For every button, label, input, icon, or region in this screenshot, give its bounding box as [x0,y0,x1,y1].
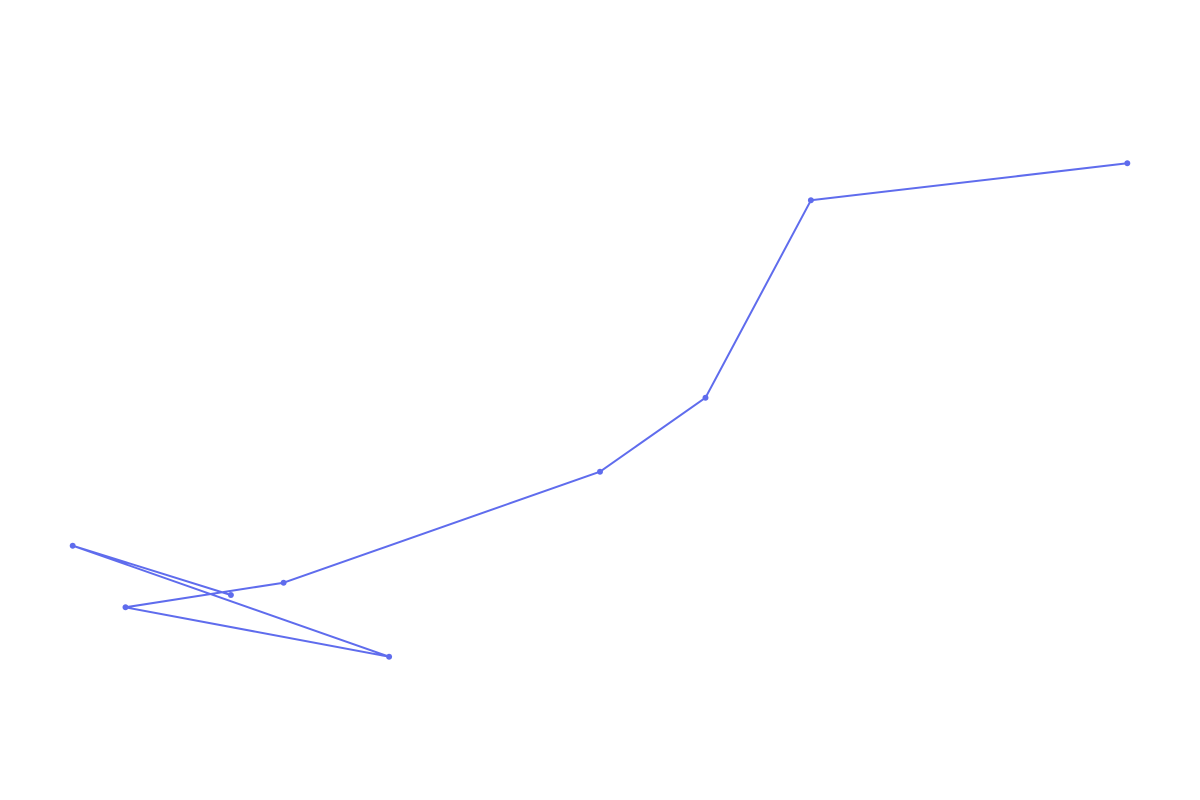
data-point-1 [227,592,234,598]
series-layer [69,160,1131,660]
series-line [71,162,1128,658]
data-point-6 [597,468,603,475]
data-point-4 [122,604,129,611]
data-point-2 [69,542,76,549]
data-point-8 [807,197,814,204]
data-point-9 [1124,160,1131,167]
data-point-3 [386,653,393,660]
data-point-5 [280,579,287,586]
data-point-7 [702,394,709,401]
